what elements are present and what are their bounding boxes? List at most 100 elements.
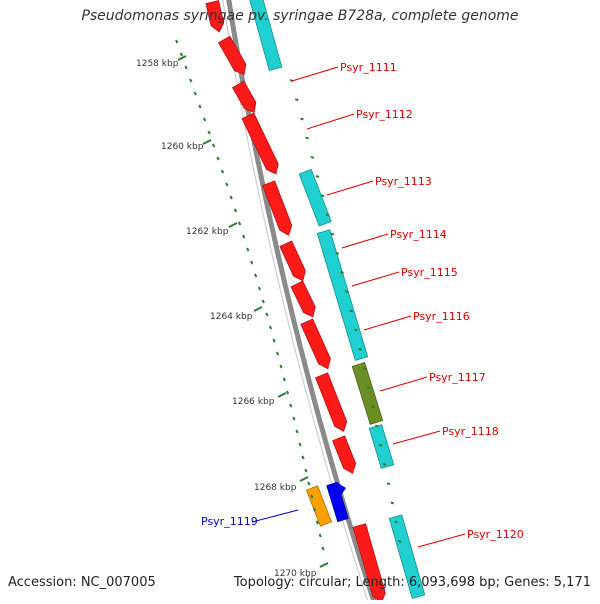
outer-scale-tick xyxy=(374,424,379,428)
major-tick xyxy=(177,55,187,61)
axis-label: 1268 kbp xyxy=(254,483,297,493)
scale-tick xyxy=(207,130,211,135)
scale-tick xyxy=(285,390,290,395)
outer-scale-tick xyxy=(320,194,325,198)
outer-scale-tick xyxy=(349,309,354,313)
gene-leader-line xyxy=(326,180,374,196)
outer-scale-tick xyxy=(378,443,383,447)
gene-label: Psyr_1113 xyxy=(375,175,432,188)
gene-leader-line xyxy=(417,533,466,548)
scale-tick xyxy=(289,403,293,408)
scale-tick xyxy=(282,377,286,382)
scale-tick xyxy=(250,260,254,265)
gene-label: Psyr_1111 xyxy=(340,61,397,74)
outer-scale-tick xyxy=(366,386,371,390)
scale-tick xyxy=(307,481,311,486)
axis-label: 1270 kbp xyxy=(274,569,317,579)
outer-scale-tick xyxy=(370,405,375,409)
scale-tick xyxy=(237,221,242,226)
scale-tick xyxy=(312,507,317,512)
blue-gene-arrowhead xyxy=(329,482,346,498)
scale-tick xyxy=(279,364,283,369)
forward-gene-arrow xyxy=(315,372,348,432)
forward-gene-arrow xyxy=(332,435,357,474)
outer-scale-tick xyxy=(330,232,335,236)
gene-leader-line xyxy=(291,66,339,82)
gene-label: Psyr_1118 xyxy=(442,425,499,438)
scale-tick xyxy=(184,65,188,70)
forward-gene-arrow xyxy=(205,0,225,33)
outer-scale-tick xyxy=(394,520,398,524)
orange-gene-bar xyxy=(305,485,333,527)
forward-gene-arrow xyxy=(217,35,247,76)
scale-tick xyxy=(257,286,262,291)
gene-leader-line xyxy=(341,233,389,249)
forward-gene-arrow xyxy=(262,180,293,236)
scale-tick xyxy=(233,208,238,213)
outer-scale-tick xyxy=(344,290,349,294)
gene-leader-line xyxy=(351,271,400,287)
gene-label: Psyr_1114 xyxy=(390,228,447,241)
outer-scale-tick xyxy=(340,271,344,274)
scale-tick xyxy=(211,143,216,148)
outer-scale-tick xyxy=(353,328,358,332)
outer-scale-tick xyxy=(358,347,362,351)
scale-tick xyxy=(315,520,320,525)
scale-tick xyxy=(275,351,280,356)
axis-label: 1262 kbp xyxy=(186,227,229,237)
outer-scale-tick xyxy=(390,501,395,505)
accession-text: Accession: NC_007005 xyxy=(8,575,156,590)
scale-tick xyxy=(298,442,302,447)
scale-tick xyxy=(220,169,225,174)
scale-tick xyxy=(246,247,250,252)
scale-tick xyxy=(265,312,269,317)
scale-tick xyxy=(198,104,202,109)
outer-scale-tick xyxy=(310,155,315,159)
gene-label: Psyr_1115 xyxy=(401,266,458,279)
outer-scale-tick xyxy=(335,251,340,255)
outer-scale-tick xyxy=(362,367,367,370)
forward-gene-arrow xyxy=(290,280,316,318)
gene-label: Psyr_1119 xyxy=(201,515,258,528)
gene-leader-line xyxy=(379,376,428,392)
outer-scale-tick xyxy=(300,117,304,121)
reverse-gene-bar xyxy=(249,0,283,72)
outer-scale-tick xyxy=(315,175,320,178)
axis-label: 1260 kbp xyxy=(161,142,204,152)
gene-label: Psyr_1120 xyxy=(467,528,524,541)
forward-gene-arrow xyxy=(279,240,306,282)
scale-tick xyxy=(175,39,179,44)
topology-text: Topology: circular; Length: 6,093,698 bp… xyxy=(233,575,591,590)
outer-scale-tick xyxy=(294,98,299,102)
map-title: Pseudomonas syringae pv. syringae B728a,… xyxy=(81,8,519,24)
gene-leader-line xyxy=(306,113,355,130)
reverse-gene-bar xyxy=(298,168,332,227)
outer-scale-tick xyxy=(305,136,309,140)
gene-leader-line xyxy=(251,509,299,523)
scale-tick xyxy=(304,468,308,473)
major-tick xyxy=(253,306,263,312)
gene-leader-line xyxy=(363,315,412,331)
major-tick xyxy=(319,562,329,568)
gene-leader-line xyxy=(392,430,441,445)
scale-tick xyxy=(189,78,193,83)
scale-tick xyxy=(216,156,220,161)
scale-tick xyxy=(268,325,273,330)
axis-label: 1258 kbp xyxy=(136,59,179,69)
scale-tick xyxy=(202,117,207,122)
axis-label: 1264 kbp xyxy=(210,312,253,322)
major-tick xyxy=(228,222,238,228)
scale-tick xyxy=(179,52,184,57)
outer-scale-tick xyxy=(386,482,391,486)
scale-tick xyxy=(261,299,265,304)
major-tick xyxy=(277,392,287,398)
forward-gene-arrow xyxy=(231,80,257,114)
scale-tick xyxy=(292,416,296,421)
scale-tick xyxy=(242,234,246,239)
reverse-gene-bar xyxy=(316,229,369,361)
scale-tick xyxy=(310,494,314,499)
forward-gene-arrow xyxy=(241,112,279,175)
outer-scale-tick xyxy=(397,539,402,543)
gene-label: Psyr_1117 xyxy=(429,371,486,384)
